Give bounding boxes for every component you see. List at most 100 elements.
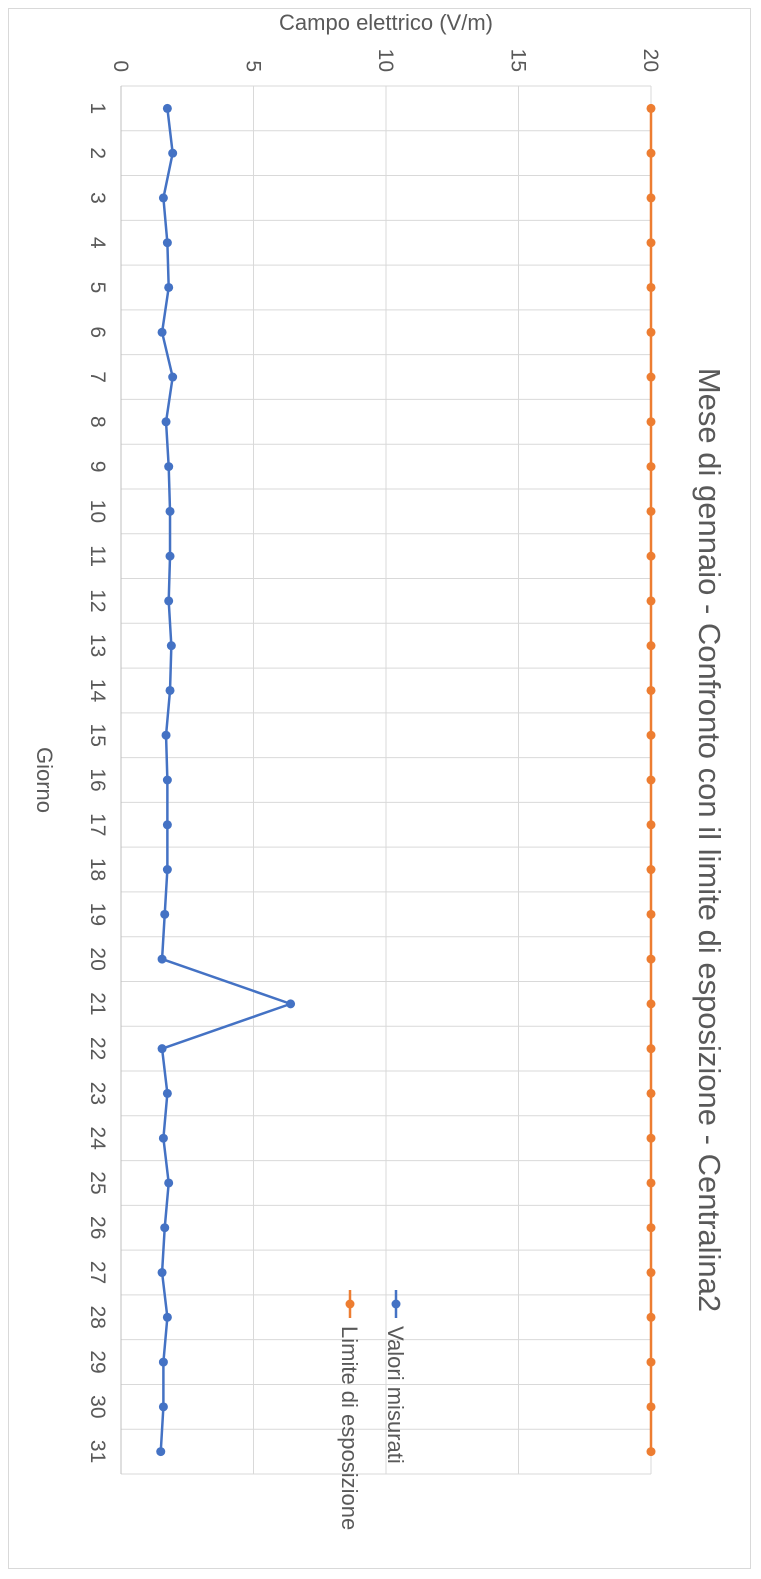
data-point-series-1 bbox=[162, 775, 172, 785]
data-point-series-2 bbox=[646, 148, 656, 158]
x-tick-label: 17 bbox=[86, 813, 109, 836]
data-point-series-1 bbox=[162, 1312, 172, 1322]
data-point-series-1 bbox=[162, 238, 172, 248]
y-tick-label: 20 bbox=[639, 49, 662, 72]
data-point-series-1 bbox=[157, 954, 167, 964]
data-point-series-2 bbox=[646, 1402, 656, 1412]
x-tick-label: 29 bbox=[86, 1350, 109, 1373]
data-point-series-1 bbox=[161, 417, 171, 427]
data-point-series-1 bbox=[165, 506, 175, 516]
data-point-series-1 bbox=[164, 1178, 174, 1188]
data-point-series-2 bbox=[646, 506, 656, 516]
data-point-series-2 bbox=[646, 685, 656, 695]
y-tick-label: 0 bbox=[109, 60, 132, 72]
data-point-series-2 bbox=[646, 954, 656, 964]
chart-frame bbox=[8, 8, 751, 1569]
data-point-series-2 bbox=[646, 327, 656, 337]
legend-swatch-marker bbox=[345, 1299, 355, 1309]
data-point-series-1 bbox=[164, 596, 174, 606]
x-tick-label: 21 bbox=[86, 992, 109, 1015]
x-tick-label: 19 bbox=[86, 903, 109, 926]
data-point-series-1 bbox=[157, 1268, 167, 1278]
x-tick-label: 14 bbox=[86, 679, 109, 703]
x-axis-title: Giorno bbox=[32, 747, 57, 813]
legend-label: Valori misurati bbox=[383, 1326, 408, 1464]
x-tick-label: 24 bbox=[86, 1127, 109, 1151]
data-point-series-2 bbox=[646, 909, 656, 919]
x-tick-label: 9 bbox=[86, 461, 109, 473]
x-tick-label: 13 bbox=[86, 634, 109, 657]
x-tick-label: 31 bbox=[86, 1440, 109, 1463]
legend-swatch-marker bbox=[391, 1299, 401, 1309]
data-point-series-1 bbox=[166, 641, 176, 651]
y-tick-label: 15 bbox=[507, 49, 530, 72]
data-point-series-2 bbox=[646, 865, 656, 875]
series-group bbox=[156, 103, 656, 1457]
x-tick-label: 16 bbox=[86, 768, 109, 791]
x-tick-label: 6 bbox=[86, 326, 109, 338]
data-point-series-2 bbox=[646, 596, 656, 606]
data-point-series-2 bbox=[646, 103, 656, 113]
data-point-series-2 bbox=[646, 1088, 656, 1098]
data-point-series-1 bbox=[168, 372, 178, 382]
chart-title: Mese di gennaio - Confronto con il limit… bbox=[692, 368, 727, 1312]
x-tick-label: 2 bbox=[86, 147, 109, 159]
data-point-series-2 bbox=[646, 551, 656, 561]
data-point-series-1 bbox=[156, 1447, 166, 1457]
legend-label: Limite di esposizione bbox=[337, 1326, 362, 1530]
data-point-series-1 bbox=[162, 1088, 172, 1098]
x-tick-label: 30 bbox=[86, 1395, 109, 1418]
data-point-series-1 bbox=[165, 685, 175, 695]
x-tick-label: 18 bbox=[86, 858, 109, 881]
gridlines bbox=[120, 85, 652, 1475]
x-tick-label: 7 bbox=[86, 371, 109, 383]
data-point-series-1 bbox=[165, 551, 175, 561]
data-point-series-1 bbox=[157, 1044, 167, 1054]
data-point-series-2 bbox=[646, 238, 656, 248]
data-point-series-1 bbox=[160, 909, 170, 919]
data-point-series-1 bbox=[158, 1402, 168, 1412]
data-point-series-2 bbox=[646, 1268, 656, 1278]
x-tick-label: 1 bbox=[86, 103, 109, 115]
y-tick-label: 5 bbox=[242, 60, 265, 72]
data-point-series-1 bbox=[286, 999, 296, 1009]
data-point-series-2 bbox=[646, 999, 656, 1009]
data-point-series-1 bbox=[162, 103, 172, 113]
x-tick-label: 12 bbox=[86, 589, 109, 612]
data-point-series-1 bbox=[162, 865, 172, 875]
x-tick-label: 23 bbox=[86, 1082, 109, 1105]
y-axis-title: Campo elettrico (V/m) bbox=[279, 10, 493, 35]
x-tick-label: 5 bbox=[86, 282, 109, 294]
data-point-series-2 bbox=[646, 372, 656, 382]
data-point-series-2 bbox=[646, 1357, 656, 1367]
data-point-series-1 bbox=[164, 462, 174, 472]
data-point-series-1 bbox=[158, 1133, 168, 1143]
data-point-series-1 bbox=[158, 193, 168, 203]
data-point-series-2 bbox=[646, 417, 656, 427]
data-point-series-1 bbox=[161, 730, 171, 740]
data-point-series-2 bbox=[646, 1223, 656, 1233]
data-point-series-2 bbox=[646, 730, 656, 740]
x-tick-label: 15 bbox=[86, 724, 109, 747]
x-tick-label: 25 bbox=[86, 1171, 109, 1194]
data-point-series-2 bbox=[646, 1447, 656, 1457]
data-point-series-2 bbox=[646, 1044, 656, 1054]
x-tick-label: 8 bbox=[86, 416, 109, 428]
x-tick-label: 11 bbox=[86, 545, 109, 567]
x-tick-label: 10 bbox=[86, 500, 109, 523]
data-point-series-2 bbox=[646, 820, 656, 830]
data-point-series-1 bbox=[162, 820, 172, 830]
x-tick-label: 20 bbox=[86, 947, 109, 970]
x-tick-labels: 1234567891011121314151617181920212223242… bbox=[86, 103, 109, 1464]
x-tick-label: 22 bbox=[86, 1037, 109, 1060]
x-tick-label: 3 bbox=[86, 192, 109, 204]
data-point-series-2 bbox=[646, 462, 656, 472]
data-point-series-1 bbox=[160, 1223, 170, 1233]
x-tick-label: 26 bbox=[86, 1216, 109, 1239]
data-point-series-2 bbox=[646, 775, 656, 785]
y-tick-label: 10 bbox=[374, 49, 397, 72]
data-point-series-2 bbox=[646, 641, 656, 651]
legend: Valori misurati Limite di esposizione bbox=[337, 1290, 408, 1530]
y-tick-labels: 0 5 10 15 20 bbox=[109, 49, 662, 72]
